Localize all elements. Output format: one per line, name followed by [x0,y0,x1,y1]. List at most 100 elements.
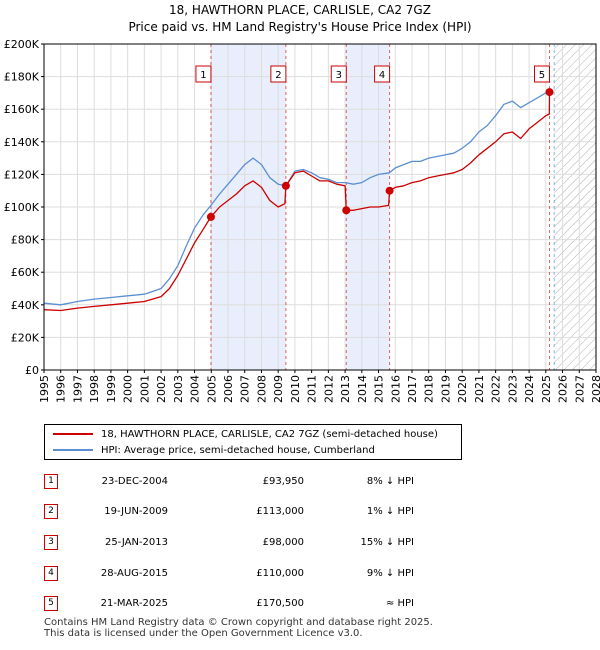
transaction-number: 2 [44,504,58,519]
legend-swatch-hpi [53,449,93,451]
x-tick-label: 2011 [306,375,319,403]
x-tick-label: 2022 [490,375,503,403]
sale-label: 4 [379,70,385,81]
x-tick-label: 2017 [406,375,419,403]
x-tick-label: 1996 [55,375,68,403]
y-tick-label: £40K [11,299,40,312]
x-tick-label: 1997 [71,375,84,403]
sale-marker [545,88,554,97]
chart-title-line2: Price paid vs. HM Land Registry's House … [128,20,472,34]
sale-label-box [533,65,550,83]
legend-swatch-property [53,433,93,435]
transaction-price: £110,000 [256,568,304,579]
x-tick-label: 2002 [155,375,168,403]
legend-item-property: 18, HAWTHORN PLACE, CARLISLE, CA2 7GZ (s… [53,427,438,443]
x-tick-label: 2018 [423,375,436,403]
sale-label-box [270,65,287,83]
y-tick-label: £0 [25,364,39,377]
y-tick-label: £180K [4,71,40,84]
transaction-date: 19-JUN-2009 [104,506,168,517]
transaction-date: 23-DEC-2004 [101,476,168,487]
legend-label-property: 18, HAWTHORN PLACE, CARLISLE, CA2 7GZ (s… [101,429,438,440]
x-tick-label: 2027 [573,375,586,403]
hpi-series-line [43,90,550,306]
y-tick-label: £100K [4,201,40,214]
x-tick-label: 2015 [373,375,386,403]
x-tick-label: 2003 [172,375,185,403]
x-tick-label: 2000 [122,375,135,403]
x-tick-label: 2006 [222,375,235,403]
transaction-row: 5 21-MAR-2025 £170,500 ≈ HPI [44,594,504,614]
y-tick-label: £160K [4,103,40,116]
x-tick-label: 2010 [289,375,302,403]
y-tick-label: £20K [11,331,40,344]
price-chart: 1 2 3 4 5 £0 £20K £40K £60K £80K £100K £120K £140K £… [4,38,600,403]
x-tick-label: 2020 [456,375,469,403]
transaction-row: 1 23-DEC-2004 £93,950 8% ↓ HPI [44,472,504,492]
x-tick-label: 2019 [439,375,452,403]
footer-copyright: Contains HM Land Registry data © Crown c… [44,617,433,628]
sale-marker [206,212,215,221]
x-tick-label: 2001 [138,375,151,403]
footer: Contains HM Land Registry data © Crown c… [44,617,433,639]
sale-marker [281,181,290,190]
y-tick-label: £140K [4,136,40,149]
sale-label-box [195,65,212,83]
transaction-row: 2 19-JUN-2009 £113,000 1% ↓ HPI [44,502,504,522]
chart-title-line1: 18, HAWTHORN PLACE, CARLISLE, CA2 7GZ [169,3,431,17]
sale-label-box [330,65,347,83]
x-tick-label: 2025 [540,375,553,403]
x-tick-label: 1999 [105,375,118,403]
transaction-date: 28-AUG-2015 [100,568,168,579]
transaction-price: £170,500 [256,598,304,609]
transaction-number: 1 [44,474,58,489]
x-tick-label: 1998 [88,375,101,403]
transaction-number: 5 [44,596,58,611]
x-tick-label: 2009 [272,375,285,403]
transaction-price: £98,000 [262,537,304,548]
sale-marker [342,206,351,215]
transaction-number: 3 [44,535,58,550]
x-tick-label: 2012 [322,375,335,403]
x-tick-label: 2024 [523,375,536,403]
x-tick-label: 2013 [339,375,352,403]
legend: 18, HAWTHORN PLACE, CARLISLE, CA2 7GZ (s… [44,424,462,460]
transaction-hpi: 9% ↓ HPI [366,568,414,579]
legend-label-hpi: HPI: Average price, semi-detached house,… [101,445,375,456]
transaction-price: £93,950 [262,476,304,487]
x-tick-label: 2005 [205,375,218,403]
x-tick-label: 2028 [590,375,600,403]
x-tick-label: 2004 [189,375,202,403]
sale-label: 2 [275,70,281,81]
sale-marker [385,186,394,195]
legend-item-hpi: HPI: Average price, semi-detached house,… [53,443,375,459]
y-tick-label: £80K [11,234,40,247]
sale-label: 3 [336,70,342,81]
x-tick-label: 2021 [473,375,486,403]
y-tick-label: £60K [11,266,40,279]
transaction-row: 4 28-AUG-2015 £110,000 9% ↓ HPI [44,564,504,584]
transaction-date: 25-JAN-2013 [104,537,168,548]
transaction-date: 21-MAR-2025 [100,598,168,609]
transaction-number: 4 [44,566,58,581]
transaction-hpi: 15% ↓ HPI [360,537,414,548]
chart-title: 18, HAWTHORN PLACE, CARLISLE, CA2 7GZ Pr… [0,2,600,36]
sale-label: 1 [200,70,206,81]
x-tick-label: 2008 [255,375,268,403]
x-tick-label: 2023 [506,375,519,403]
transaction-hpi: 8% ↓ HPI [366,476,414,487]
y-tick-label: £120K [4,168,40,181]
footer-licence: This data is licensed under the Open Gov… [44,628,363,639]
transaction-hpi: 1% ↓ HPI [366,506,414,517]
x-tick-label: 2014 [356,375,369,403]
x-tick-label: 2007 [239,375,252,403]
y-tick-label: £200K [4,38,40,51]
sale-label: 5 [539,70,545,81]
transaction-price: £113,000 [256,506,304,517]
transaction-row: 3 25-JAN-2013 £98,000 15% ↓ HPI [44,533,504,553]
sale-label-box [374,65,391,83]
x-tick-label: 2016 [389,375,402,403]
x-tick-label: 1995 [38,375,51,403]
transaction-hpi: ≈ HPI [385,598,414,609]
property-series-line [43,92,551,312]
